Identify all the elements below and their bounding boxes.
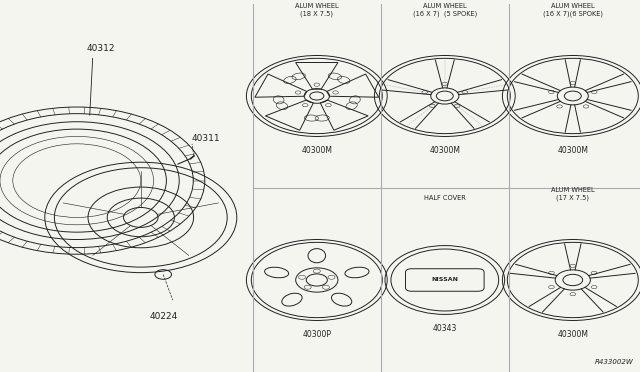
Text: 40300P: 40300P xyxy=(302,330,332,339)
Text: 40300M: 40300M xyxy=(557,330,588,339)
Text: ALUM WHEEL
(17 X 7.5): ALUM WHEEL (17 X 7.5) xyxy=(551,187,595,201)
Text: 40311: 40311 xyxy=(192,134,221,143)
Text: ALUM WHEEL
(16 X 7)(6 SPOKE): ALUM WHEEL (16 X 7)(6 SPOKE) xyxy=(543,3,603,17)
Text: 40300M: 40300M xyxy=(429,146,460,155)
Text: ALUM WHEEL
(16 X 7)  (5 SPOKE): ALUM WHEEL (16 X 7) (5 SPOKE) xyxy=(413,3,477,17)
Text: HALF COVER: HALF COVER xyxy=(424,195,466,201)
Text: 40343: 40343 xyxy=(433,324,457,333)
Ellipse shape xyxy=(308,248,326,263)
Text: ALUM WHEEL
(18 X 7.5): ALUM WHEEL (18 X 7.5) xyxy=(295,3,339,17)
Ellipse shape xyxy=(345,267,369,278)
Ellipse shape xyxy=(264,267,289,278)
Ellipse shape xyxy=(332,293,352,306)
Text: NISSAN: NISSAN xyxy=(431,278,458,282)
Text: 40224: 40224 xyxy=(149,312,177,321)
Text: 40300M: 40300M xyxy=(301,146,332,155)
Text: 40300M: 40300M xyxy=(557,146,588,155)
Text: 40312: 40312 xyxy=(86,44,115,52)
Ellipse shape xyxy=(282,293,302,306)
Text: R433002W: R433002W xyxy=(595,359,634,365)
